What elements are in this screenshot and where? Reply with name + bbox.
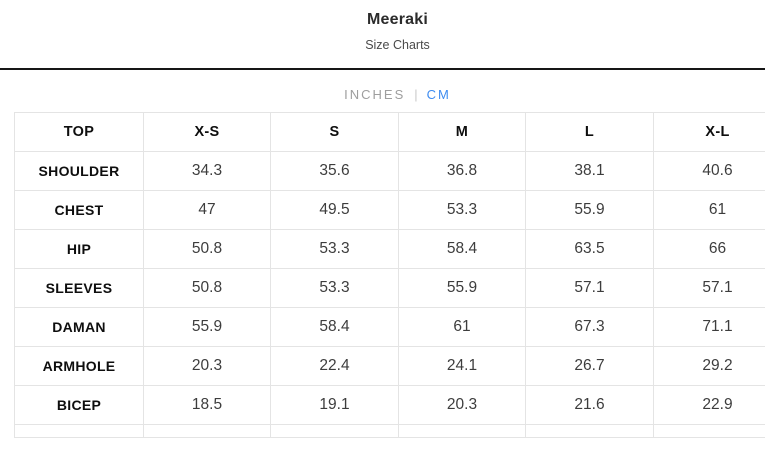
- row-label: ARMHOLE: [14, 346, 144, 386]
- unit-tab-inches[interactable]: INCHES: [344, 87, 406, 102]
- size-value: 47: [143, 190, 271, 230]
- size-value: 24.1: [398, 346, 526, 386]
- size-value: 34.3: [143, 151, 271, 191]
- size-value: 57.1: [525, 268, 654, 308]
- size-value: 58.4: [398, 229, 526, 269]
- size-chart-table: TOP X-S S M L X-L SHOULDER 34.3 35.6 36.8 38.1 40.…: [14, 112, 765, 438]
- size-value: 40.6: [653, 151, 765, 191]
- size-value: 55.9: [143, 307, 271, 347]
- column-header: S: [270, 112, 399, 152]
- table-row: DAMAN 55.9 58.4 61 67.3 71.1: [14, 307, 765, 347]
- toggle-divider: |: [414, 87, 418, 102]
- column-header: M: [398, 112, 526, 152]
- size-value: 50.8: [143, 268, 271, 308]
- row-label: SHOULDER: [14, 151, 144, 191]
- unit-toggle: INCHES | CM: [0, 87, 765, 102]
- table-header-row: TOP X-S S M L X-L: [14, 112, 765, 152]
- row-label: DAMAN: [14, 307, 144, 347]
- size-value: 53.3: [270, 229, 399, 269]
- spacer-cell: [143, 424, 271, 438]
- size-value: 63.5: [525, 229, 654, 269]
- size-value: 71.1: [653, 307, 765, 347]
- size-value: 50.8: [143, 229, 271, 269]
- spacer-cell: [653, 424, 765, 438]
- row-label: BICEP: [14, 385, 144, 425]
- unit-tab-cm[interactable]: CM: [426, 87, 451, 102]
- row-label: SLEEVES: [14, 268, 144, 308]
- size-value: 53.3: [270, 268, 399, 308]
- table-corner-header: TOP: [14, 112, 144, 152]
- size-value: 67.3: [525, 307, 654, 347]
- size-value: 55.9: [525, 190, 654, 230]
- spacer-cell: [14, 424, 144, 438]
- size-value: 35.6: [270, 151, 399, 191]
- table-row: ARMHOLE 20.3 22.4 24.1 26.7 29.2: [14, 346, 765, 386]
- size-value: 29.2: [653, 346, 765, 386]
- column-header: L: [525, 112, 654, 152]
- size-value: 22.4: [270, 346, 399, 386]
- size-value: 66: [653, 229, 765, 269]
- table-row: BICEP 18.5 19.1 20.3 21.6 22.9: [14, 385, 765, 425]
- column-header: X-L: [653, 112, 765, 152]
- table-row: CHEST 47 49.5 53.3 55.9 61: [14, 190, 765, 230]
- size-chart-table-container: TOP X-S S M L X-L SHOULDER 34.3 35.6 36.8 38.1 40.…: [14, 112, 765, 447]
- table-body: SHOULDER 34.3 35.6 36.8 38.1 40.6 CHEST 47 49.5 5…: [14, 151, 765, 438]
- size-value: 36.8: [398, 151, 526, 191]
- spacer-cell: [398, 424, 526, 438]
- size-value: 21.6: [525, 385, 654, 425]
- size-value: 19.1: [270, 385, 399, 425]
- size-value: 55.9: [398, 268, 526, 308]
- table-row: SHOULDER 34.3 35.6 36.8 38.1 40.6: [14, 151, 765, 191]
- size-value: 22.9: [653, 385, 765, 425]
- size-value: 38.1: [525, 151, 654, 191]
- row-label: CHEST: [14, 190, 144, 230]
- header-divider-line: [0, 68, 765, 70]
- page-header: Meeraki Size Charts: [0, 0, 765, 52]
- size-value: 20.3: [398, 385, 526, 425]
- size-value: 26.7: [525, 346, 654, 386]
- size-value: 53.3: [398, 190, 526, 230]
- table-row: SLEEVES 50.8 53.3 55.9 57.1 57.1: [14, 268, 765, 308]
- size-value: 61: [398, 307, 526, 347]
- spacer-cell: [525, 424, 654, 438]
- size-value: 49.5: [270, 190, 399, 230]
- size-value: 58.4: [270, 307, 399, 347]
- page-subtitle: Size Charts: [365, 38, 430, 52]
- row-label: HIP: [14, 229, 144, 269]
- size-value: 57.1: [653, 268, 765, 308]
- table-row: HIP 50.8 53.3 58.4 63.5 66: [14, 229, 765, 269]
- size-value: 20.3: [143, 346, 271, 386]
- spacer-row: [14, 424, 765, 438]
- column-header: X-S: [143, 112, 271, 152]
- spacer-cell: [270, 424, 399, 438]
- size-value: 18.5: [143, 385, 271, 425]
- size-value: 61: [653, 190, 765, 230]
- page-title: Meeraki: [367, 11, 428, 28]
